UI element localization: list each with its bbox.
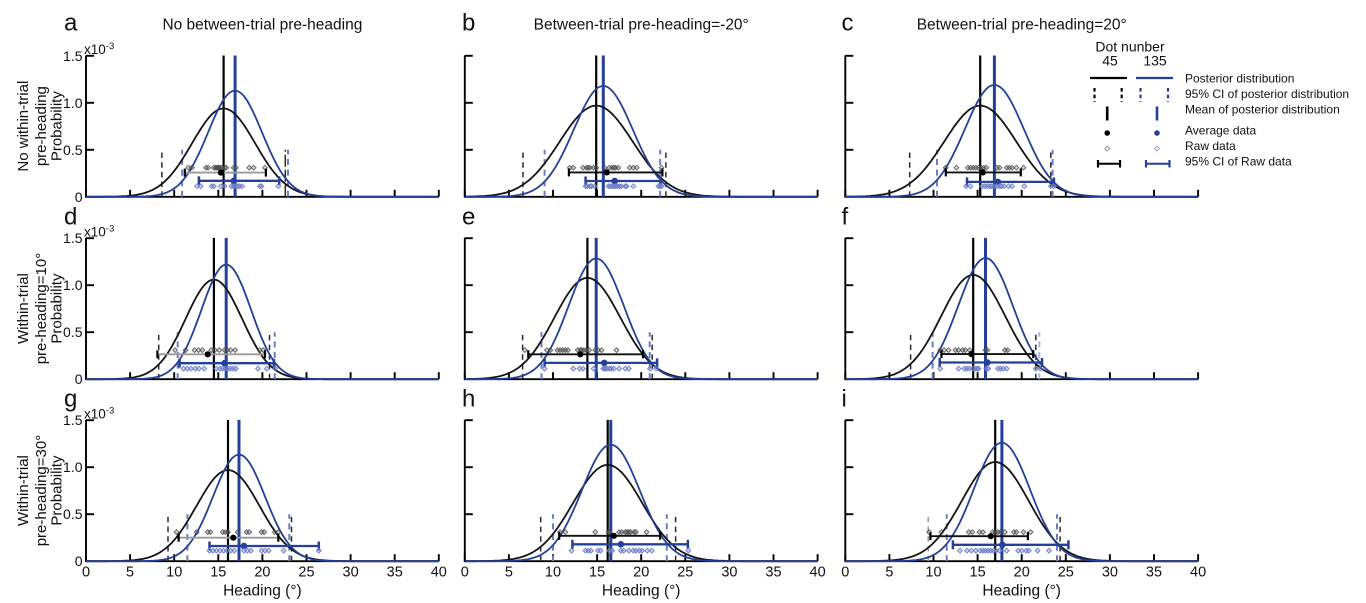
svg-text:15: 15	[589, 565, 605, 581]
svg-text:No between-trial pre-heading: No between-trial pre-heading	[162, 17, 362, 34]
svg-text:Within-trial: Within-trial	[15, 273, 32, 344]
svg-text:Dot nunber: Dot nunber	[1095, 39, 1165, 55]
svg-text:b: b	[462, 10, 475, 37]
svg-text:1.0: 1.0	[63, 277, 83, 293]
svg-text:30: 30	[343, 565, 359, 581]
svg-text:25: 25	[677, 565, 693, 581]
svg-text:g: g	[64, 386, 77, 413]
svg-text:95% CI of Raw data: 95% CI of Raw data	[1185, 155, 1292, 169]
svg-text:30: 30	[1102, 565, 1118, 581]
svg-text:20: 20	[254, 565, 270, 581]
svg-text:10: 10	[545, 565, 561, 581]
svg-text:1.0: 1.0	[63, 95, 83, 111]
svg-text:i: i	[842, 386, 847, 413]
svg-text:No within-trial: No within-trial	[15, 81, 32, 172]
svg-text:20: 20	[633, 565, 649, 581]
svg-text:Within-trial: Within-trial	[15, 455, 32, 526]
svg-text:10: 10	[925, 565, 941, 581]
svg-text:20: 20	[1014, 565, 1030, 581]
svg-text:0.5: 0.5	[63, 142, 83, 158]
svg-text:35: 35	[1146, 565, 1162, 581]
svg-text:f: f	[842, 204, 849, 231]
svg-text:Heading (°): Heading (°)	[602, 583, 681, 600]
svg-text:5: 5	[885, 565, 893, 581]
svg-text:pre-heading=10°: pre-heading=10°	[33, 253, 50, 365]
svg-text:10: 10	[166, 565, 182, 581]
svg-text:Mean of posterior distribution: Mean of posterior distribution	[1185, 103, 1340, 117]
svg-text:Probability: Probability	[49, 455, 66, 526]
svg-text:35: 35	[387, 565, 403, 581]
svg-text:0.5: 0.5	[63, 506, 83, 522]
svg-text:1.5: 1.5	[63, 230, 83, 246]
svg-text:0: 0	[75, 189, 83, 205]
svg-text:1.5: 1.5	[63, 48, 83, 64]
svg-text:Probability: Probability	[49, 273, 66, 344]
svg-text:h: h	[462, 386, 475, 413]
svg-text:5: 5	[505, 565, 513, 581]
svg-text:c: c	[842, 10, 854, 37]
svg-text:Heading (°): Heading (°)	[982, 583, 1061, 600]
svg-text:0: 0	[75, 553, 83, 569]
svg-text:5: 5	[126, 565, 134, 581]
svg-text:40: 40	[431, 565, 447, 581]
svg-text:1.5: 1.5	[63, 412, 83, 428]
svg-text:15: 15	[210, 565, 226, 581]
svg-text:Between-trial pre-heading=-20°: Between-trial pre-heading=-20°	[534, 17, 749, 34]
svg-text:Between-trial pre-heading=20°: Between-trial pre-heading=20°	[917, 17, 1127, 34]
svg-text:Posterior distribution: Posterior distribution	[1185, 72, 1294, 86]
svg-text:0: 0	[75, 371, 83, 387]
svg-text:25: 25	[1058, 565, 1074, 581]
svg-text:pre-heading=30°: pre-heading=30°	[33, 435, 50, 547]
svg-text:30: 30	[721, 565, 737, 581]
svg-text:Raw data: Raw data	[1185, 139, 1236, 153]
svg-text:a: a	[64, 10, 78, 37]
svg-text:d: d	[64, 204, 77, 231]
svg-text:Probability: Probability	[49, 91, 66, 162]
svg-text:40: 40	[1190, 565, 1206, 581]
svg-text:e: e	[462, 204, 475, 231]
svg-text:0: 0	[841, 565, 849, 581]
svg-text:135: 135	[1143, 53, 1167, 69]
svg-text:1.0: 1.0	[63, 459, 83, 475]
svg-text:pre-heading: pre-heading	[33, 86, 50, 166]
svg-text:0: 0	[82, 565, 90, 581]
svg-text:35: 35	[765, 565, 781, 581]
svg-text:45: 45	[1102, 53, 1118, 69]
svg-text:Average data: Average data	[1185, 124, 1256, 138]
svg-text:15: 15	[970, 565, 986, 581]
svg-text:Heading (°): Heading (°)	[223, 583, 302, 600]
svg-text:0: 0	[461, 565, 469, 581]
svg-text:95% CI of posterior distributi: 95% CI of posterior distribution	[1185, 87, 1349, 101]
svg-text:40: 40	[810, 565, 826, 581]
svg-text:0.5: 0.5	[63, 324, 83, 340]
svg-text:25: 25	[298, 565, 314, 581]
